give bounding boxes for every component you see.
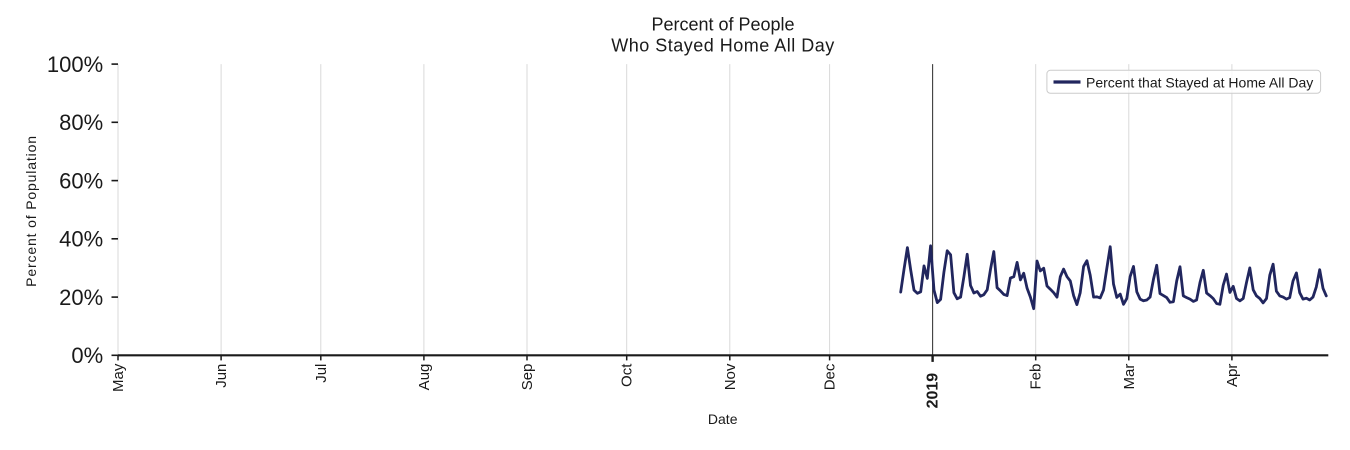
svg-text:40%: 40% <box>59 227 103 252</box>
svg-text:60%: 60% <box>59 168 103 193</box>
svg-text:Oct: Oct <box>619 363 636 387</box>
svg-text:Jun: Jun <box>213 364 230 388</box>
svg-text:Aug: Aug <box>416 364 433 391</box>
svg-text:Percent of Population: Percent of Population <box>23 135 39 287</box>
svg-text:Mar: Mar <box>1121 364 1138 390</box>
svg-text:Date: Date <box>708 411 738 427</box>
svg-text:100%: 100% <box>47 52 103 77</box>
svg-text:Jul: Jul <box>313 364 330 383</box>
svg-text:Percent of People: Percent of People <box>651 15 794 35</box>
svg-text:Sep: Sep <box>519 364 536 391</box>
svg-text:80%: 80% <box>59 110 103 135</box>
svg-text:May: May <box>110 363 127 392</box>
svg-text:Dec: Dec <box>822 363 839 390</box>
svg-text:Nov: Nov <box>722 363 739 390</box>
svg-text:Percent that Stayed at Home Al: Percent that Stayed at Home All Day <box>1086 75 1313 91</box>
svg-text:0%: 0% <box>71 343 103 368</box>
svg-text:Apr: Apr <box>1224 364 1241 387</box>
svg-text:20%: 20% <box>59 285 103 310</box>
svg-text:Feb: Feb <box>1028 364 1045 390</box>
svg-text:2019: 2019 <box>925 373 942 409</box>
svg-text:Who Stayed Home All Day: Who Stayed Home All Day <box>611 35 835 55</box>
